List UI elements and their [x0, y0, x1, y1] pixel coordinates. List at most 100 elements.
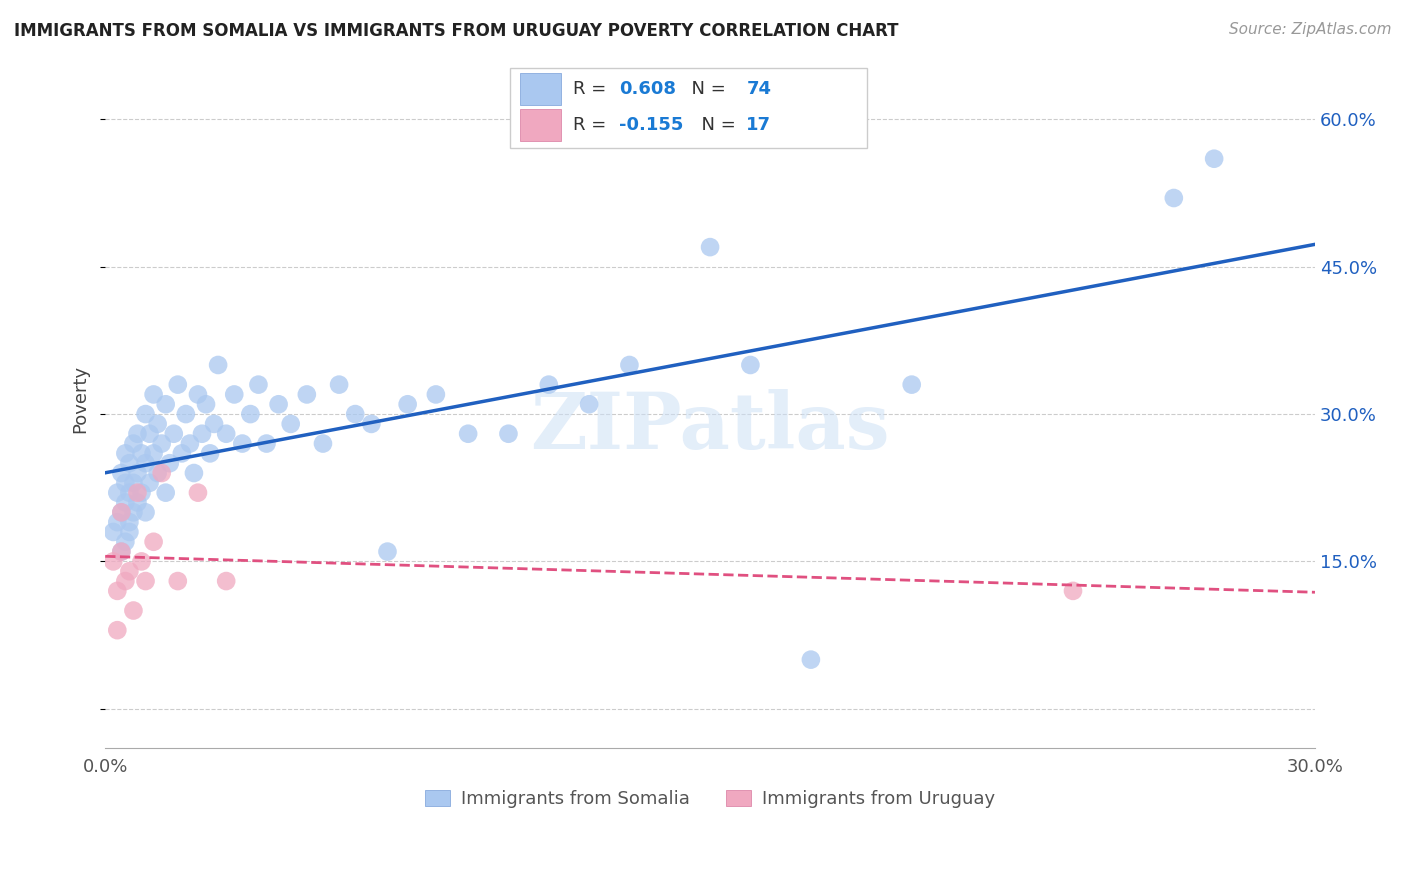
- Point: [114, 495, 136, 509]
- Point: [537, 377, 560, 392]
- Y-axis label: Poverty: Poverty: [72, 366, 89, 434]
- Point: [150, 466, 173, 480]
- Point: [155, 485, 177, 500]
- FancyBboxPatch shape: [510, 68, 868, 148]
- Point: [740, 358, 762, 372]
- Point: [131, 485, 153, 500]
- Point: [110, 505, 132, 519]
- Point: [166, 574, 188, 588]
- Point: [215, 426, 238, 441]
- Point: [146, 417, 169, 431]
- Point: [174, 407, 197, 421]
- Text: IMMIGRANTS FROM SOMALIA VS IMMIGRANTS FROM URUGUAY POVERTY CORRELATION CHART: IMMIGRANTS FROM SOMALIA VS IMMIGRANTS FR…: [14, 22, 898, 40]
- Point: [127, 485, 149, 500]
- Point: [142, 387, 165, 401]
- Point: [1204, 152, 1226, 166]
- Point: [202, 417, 225, 431]
- Point: [619, 358, 641, 372]
- Point: [166, 377, 188, 392]
- Point: [163, 426, 186, 441]
- Point: [360, 417, 382, 431]
- Point: [110, 505, 132, 519]
- Point: [105, 583, 128, 598]
- Point: [224, 387, 246, 401]
- FancyBboxPatch shape: [520, 73, 561, 105]
- Point: [142, 446, 165, 460]
- Point: [138, 475, 160, 490]
- Point: [247, 377, 270, 392]
- Point: [105, 623, 128, 637]
- Point: [114, 574, 136, 588]
- Text: R =: R =: [574, 116, 613, 135]
- Point: [396, 397, 419, 411]
- Point: [183, 466, 205, 480]
- Legend: Immigrants from Somalia, Immigrants from Uruguay: Immigrants from Somalia, Immigrants from…: [418, 783, 1002, 815]
- Point: [131, 446, 153, 460]
- Point: [578, 397, 600, 411]
- Point: [377, 544, 399, 558]
- FancyBboxPatch shape: [520, 109, 561, 141]
- Point: [328, 377, 350, 392]
- Point: [110, 544, 132, 558]
- Text: ZIPatlas: ZIPatlas: [530, 389, 890, 466]
- Point: [114, 446, 136, 460]
- Point: [457, 426, 479, 441]
- Point: [118, 485, 141, 500]
- Point: [256, 436, 278, 450]
- Point: [118, 524, 141, 539]
- Point: [800, 653, 823, 667]
- Point: [191, 426, 214, 441]
- Point: [118, 456, 141, 470]
- Point: [138, 426, 160, 441]
- Point: [179, 436, 201, 450]
- Point: [267, 397, 290, 411]
- Point: [344, 407, 367, 421]
- Point: [198, 446, 221, 460]
- Point: [280, 417, 302, 431]
- Point: [118, 515, 141, 529]
- Point: [187, 485, 209, 500]
- Point: [295, 387, 318, 401]
- Point: [239, 407, 262, 421]
- Point: [1163, 191, 1185, 205]
- Point: [215, 574, 238, 588]
- Text: -0.155: -0.155: [620, 116, 683, 135]
- Text: 0.608: 0.608: [620, 80, 676, 98]
- Point: [118, 564, 141, 578]
- Point: [142, 534, 165, 549]
- Point: [127, 466, 149, 480]
- Point: [900, 377, 922, 392]
- Point: [1062, 583, 1084, 598]
- Point: [170, 446, 193, 460]
- Point: [114, 534, 136, 549]
- Point: [135, 407, 157, 421]
- Text: 17: 17: [747, 116, 772, 135]
- Point: [105, 515, 128, 529]
- Point: [122, 603, 145, 617]
- Point: [699, 240, 721, 254]
- Point: [135, 505, 157, 519]
- Point: [195, 397, 218, 411]
- Point: [498, 426, 520, 441]
- Point: [122, 475, 145, 490]
- Text: Source: ZipAtlas.com: Source: ZipAtlas.com: [1229, 22, 1392, 37]
- Point: [127, 426, 149, 441]
- Point: [105, 485, 128, 500]
- Point: [122, 505, 145, 519]
- Point: [207, 358, 229, 372]
- Point: [110, 544, 132, 558]
- Point: [131, 554, 153, 568]
- Text: N =: N =: [681, 80, 731, 98]
- Point: [103, 554, 125, 568]
- Text: R =: R =: [574, 80, 613, 98]
- Point: [312, 436, 335, 450]
- Point: [425, 387, 447, 401]
- Text: N =: N =: [689, 116, 741, 135]
- Point: [110, 466, 132, 480]
- Point: [159, 456, 181, 470]
- Text: 74: 74: [747, 80, 772, 98]
- Point: [150, 436, 173, 450]
- Point: [127, 495, 149, 509]
- Point: [135, 456, 157, 470]
- Point: [187, 387, 209, 401]
